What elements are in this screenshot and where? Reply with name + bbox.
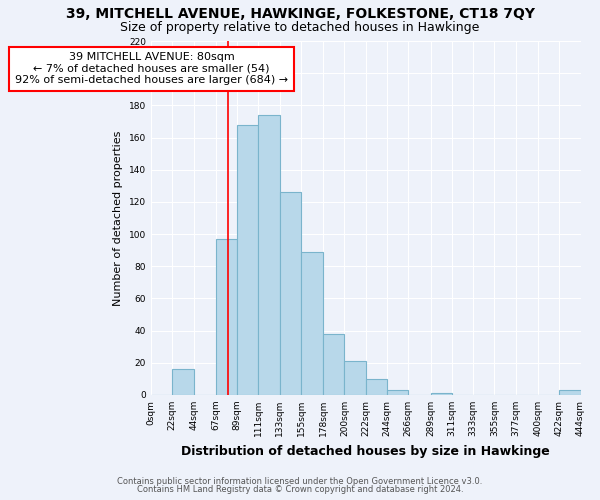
Bar xyxy=(280,192,301,395)
Text: Contains public sector information licensed under the Open Government Licence v3: Contains public sector information licen… xyxy=(118,477,482,486)
Y-axis label: Number of detached properties: Number of detached properties xyxy=(113,130,124,306)
Bar xyxy=(387,390,409,395)
Text: 39, MITCHELL AVENUE, HAWKINGE, FOLKESTONE, CT18 7QY: 39, MITCHELL AVENUE, HAWKINGE, FOLKESTON… xyxy=(65,8,535,22)
Bar xyxy=(559,390,581,395)
Bar xyxy=(366,379,387,395)
Bar xyxy=(216,239,237,395)
Text: Size of property relative to detached houses in Hawkinge: Size of property relative to detached ho… xyxy=(121,21,479,34)
Bar xyxy=(301,252,323,395)
Bar xyxy=(431,394,452,395)
Text: 39 MITCHELL AVENUE: 80sqm
← 7% of detached houses are smaller (54)
92% of semi-d: 39 MITCHELL AVENUE: 80sqm ← 7% of detach… xyxy=(15,52,288,86)
X-axis label: Distribution of detached houses by size in Hawkinge: Distribution of detached houses by size … xyxy=(181,444,550,458)
Bar xyxy=(344,361,366,395)
Bar xyxy=(259,115,280,395)
Bar xyxy=(172,369,194,395)
Bar xyxy=(323,334,344,395)
Text: Contains HM Land Registry data © Crown copyright and database right 2024.: Contains HM Land Registry data © Crown c… xyxy=(137,485,463,494)
Bar xyxy=(237,124,259,395)
